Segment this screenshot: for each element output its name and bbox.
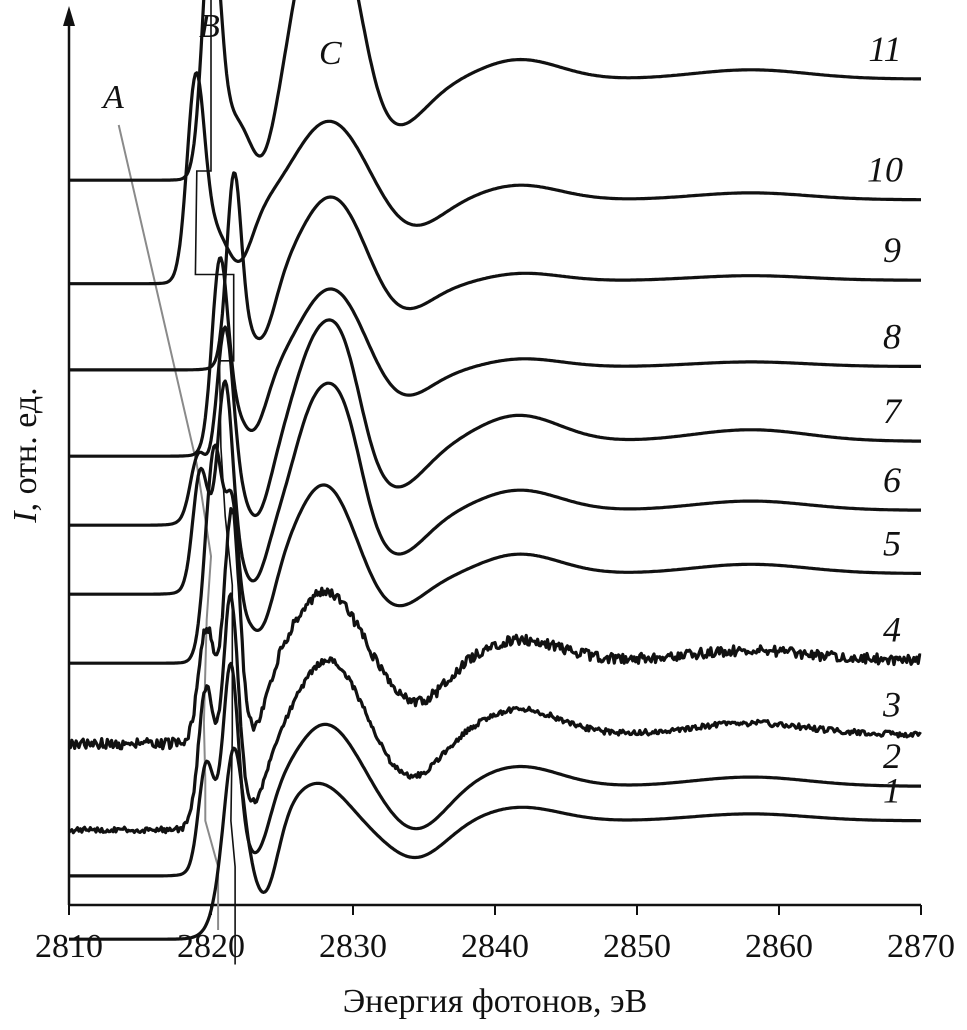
curve-labels: 12 3 4 5 6 7 8 9 10 11: [867, 29, 903, 811]
x-tick-label: 2810: [35, 928, 103, 965]
feature-label-a: A: [101, 79, 124, 116]
spectra-curves: [67, 0, 922, 941]
spectrum-curve-1: [68, 746, 922, 941]
curve-label-2: 2: [883, 736, 901, 776]
spectrum-curve-9: [68, 171, 922, 372]
spectrum-curve-6: [68, 379, 922, 596]
x-tick-label: 2870: [887, 928, 955, 965]
curve-label-3: 3: [882, 684, 901, 724]
curve-label-7: 7: [883, 391, 903, 431]
curve-label-8: 8: [883, 316, 901, 356]
spectrum-curve-8: [68, 256, 922, 458]
y-axis-title: I, отн. ед.: [7, 387, 44, 523]
guide-lines: [117, 0, 236, 965]
spectrum-curve-4: [68, 507, 922, 751]
curve-label-5: 5: [883, 523, 901, 563]
y-axis-title-rest: , отн. ед.: [7, 387, 44, 511]
curve-label-11: 11: [868, 29, 901, 69]
x-tick-label: 2850: [603, 928, 671, 965]
y-axis-arrow: [63, 6, 75, 26]
curve-label-1: 1: [883, 771, 901, 811]
guide-line-b: [194, 0, 236, 965]
feature-label-c: C: [319, 35, 342, 72]
x-tick-label: 2840: [461, 928, 529, 965]
x-tick-label: 2830: [319, 928, 387, 965]
spectrum-curve-7: [68, 318, 922, 527]
x-tick-label: 2860: [745, 928, 813, 965]
spectrum-curve-11: [68, 0, 922, 182]
spectrum-curve-3: [67, 592, 922, 835]
curve-label-6: 6: [883, 460, 901, 500]
curve-label-10: 10: [867, 150, 903, 190]
x-ticks: 2810 2820 2830 2840 2850 2860 2870: [35, 905, 955, 965]
x-tick-label: 2820: [177, 928, 245, 965]
x-axis-title: Энергия фотонов, эВ: [343, 983, 648, 1020]
spectrum-curve-10: [68, 71, 922, 286]
feature-label-b: B: [199, 8, 220, 45]
spectrum-curve-5: [68, 443, 922, 665]
y-axis-title-symbol: I: [7, 510, 44, 524]
guide-line-a: [117, 124, 220, 930]
curve-label-4: 4: [883, 610, 901, 650]
curve-label-9: 9: [883, 230, 901, 270]
spectrum-curve-2: [68, 661, 922, 878]
